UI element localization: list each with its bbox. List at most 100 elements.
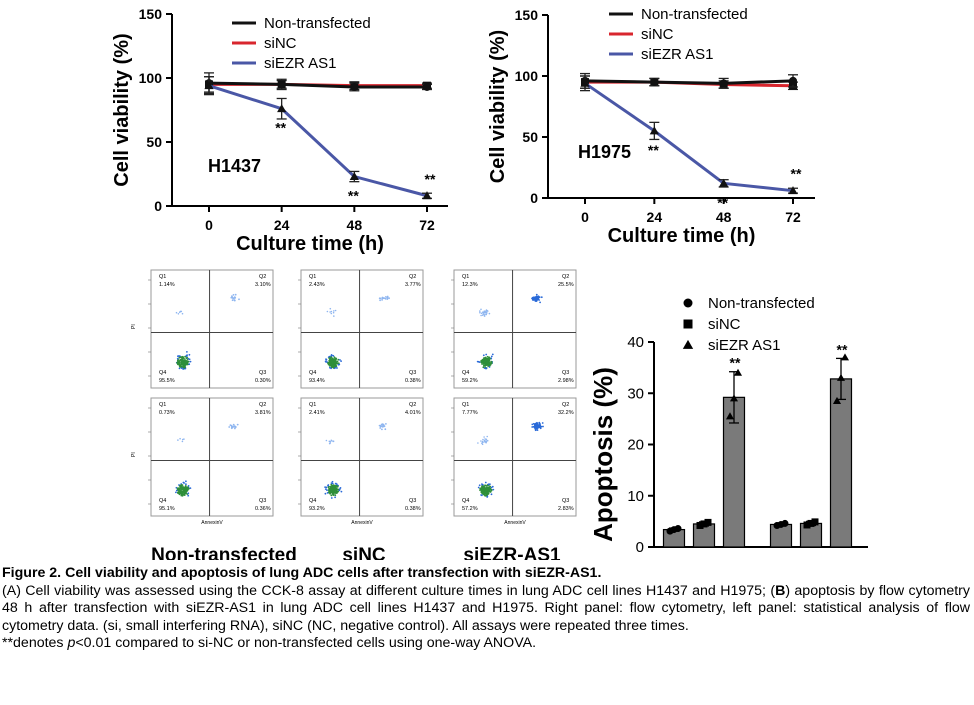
note-rest: <0.01 compared to si-NC or non-transfect… xyxy=(75,635,537,651)
event-dot xyxy=(535,426,538,429)
quadrant-name: Q4 xyxy=(462,370,469,376)
event-dot xyxy=(485,487,487,490)
event-dot xyxy=(330,354,333,357)
event-dot xyxy=(238,298,240,301)
event-dot xyxy=(180,310,183,313)
event-dot xyxy=(536,421,538,424)
quadrant-value-q3: 2.83% xyxy=(558,506,574,512)
event-dot xyxy=(541,422,544,424)
event-dot xyxy=(482,490,485,493)
pi-axis-label: PI xyxy=(131,324,137,329)
quadrant-name: Q1 xyxy=(462,402,469,408)
event-dot xyxy=(185,357,188,359)
quadrant-value-q4: 93.2% xyxy=(309,506,325,512)
y-tick-label: 150 xyxy=(139,6,163,22)
quadrant-name: Q2 xyxy=(259,402,266,408)
legend-label: siEZR AS1 xyxy=(708,337,781,354)
event-dot xyxy=(175,491,177,494)
quadrant-value-q2: 25.5% xyxy=(558,282,574,288)
event-dot xyxy=(330,312,333,315)
event-dot xyxy=(487,492,490,495)
quadrant-value-q2: 4.01% xyxy=(405,410,421,416)
event-dot xyxy=(490,362,493,365)
significance-label: ** xyxy=(648,142,659,158)
quadrant-name: Q2 xyxy=(259,274,266,280)
significance-label: ** xyxy=(730,355,741,371)
event-dot xyxy=(332,354,335,357)
cell-line-label: H1437 xyxy=(208,156,261,176)
event-dot xyxy=(332,364,335,367)
event-dot xyxy=(324,488,327,490)
event-dot xyxy=(182,356,185,358)
legend-label: Non-transfected xyxy=(708,295,815,312)
event-dot xyxy=(542,425,544,428)
replicate-point xyxy=(803,521,811,529)
event-dot xyxy=(181,486,184,488)
event-dot xyxy=(531,297,533,300)
event-dot xyxy=(485,357,488,360)
quadrant-value-q4: 95.5% xyxy=(159,378,175,384)
replicate-point xyxy=(725,412,735,420)
quadrant-value-q3: 0.38% xyxy=(405,378,421,384)
event-dot xyxy=(175,311,178,314)
quadrant-name: Q2 xyxy=(409,402,416,408)
legend-label: siNC xyxy=(708,316,741,333)
event-dot xyxy=(232,294,235,296)
event-dot xyxy=(481,485,483,488)
event-dot xyxy=(328,363,330,366)
event-dot xyxy=(184,486,186,489)
quadrant-name: Q4 xyxy=(159,370,166,376)
quadrant-name: Q3 xyxy=(409,370,416,376)
event-dot xyxy=(483,315,486,317)
legend-label: siNC xyxy=(264,35,297,52)
annexin-axis-label: AnnexinV xyxy=(201,520,223,526)
event-dot xyxy=(335,486,337,489)
legend-label: siEZR AS1 xyxy=(641,46,714,63)
y-tick-label: 100 xyxy=(139,70,163,86)
event-dot xyxy=(486,491,489,494)
event-dot xyxy=(330,485,333,488)
legend-marker xyxy=(683,298,693,308)
event-dot xyxy=(339,359,341,361)
event-dot xyxy=(477,486,480,489)
event-dot xyxy=(335,365,338,367)
event-dot xyxy=(189,487,192,489)
event-dot xyxy=(486,439,489,442)
data-point xyxy=(204,81,214,90)
event-dot xyxy=(177,360,180,363)
event-dot xyxy=(538,299,540,301)
quadrant-value-q1: 12.3% xyxy=(462,282,478,288)
event-dot xyxy=(386,298,389,300)
event-dot xyxy=(330,356,333,359)
event-dot xyxy=(481,494,483,497)
event-dot xyxy=(538,296,540,299)
event-dot xyxy=(485,313,488,316)
event-dot xyxy=(332,492,335,495)
replicate-point xyxy=(840,353,850,361)
figure-caption: Figure 2. Cell viability and apoptosis o… xyxy=(2,565,970,653)
event-dot xyxy=(187,492,190,495)
event-dot xyxy=(487,361,489,364)
event-dot xyxy=(381,425,384,428)
note-italic: p xyxy=(67,635,76,651)
event-dot xyxy=(482,487,484,490)
quadrant-value-q3: 0.38% xyxy=(405,506,421,512)
event-dot xyxy=(380,423,383,426)
x-tick-label: 48 xyxy=(716,209,732,225)
dot-plot-Non-transfected-row1: Q1 1.14% Q2 3.10% Q3 0.30% Q4 95.5% PI xyxy=(131,269,274,389)
event-dot xyxy=(481,443,484,446)
event-dot xyxy=(331,363,334,366)
event-dot xyxy=(483,487,486,490)
event-dot xyxy=(326,492,329,494)
event-dot xyxy=(531,299,534,301)
dot-plot-siEZR-AS1-row2: Q1 7.77% Q2 32.2% Q3 2.83% Q4 57.2% AnnexinV xyxy=(451,397,577,526)
event-dot xyxy=(231,299,234,302)
event-dot xyxy=(178,361,181,364)
event-dot xyxy=(228,426,231,428)
dot-plot-Non-transfected-row2: Q1 0.73% Q2 3.81% Q3 0.36% Q4 95.1% PI AnnexinV xyxy=(131,397,274,526)
event-dot xyxy=(329,490,332,493)
event-dot xyxy=(324,486,326,488)
event-dot xyxy=(382,423,385,426)
series-line xyxy=(208,84,428,198)
legend-label: siEZR AS1 xyxy=(264,55,337,72)
